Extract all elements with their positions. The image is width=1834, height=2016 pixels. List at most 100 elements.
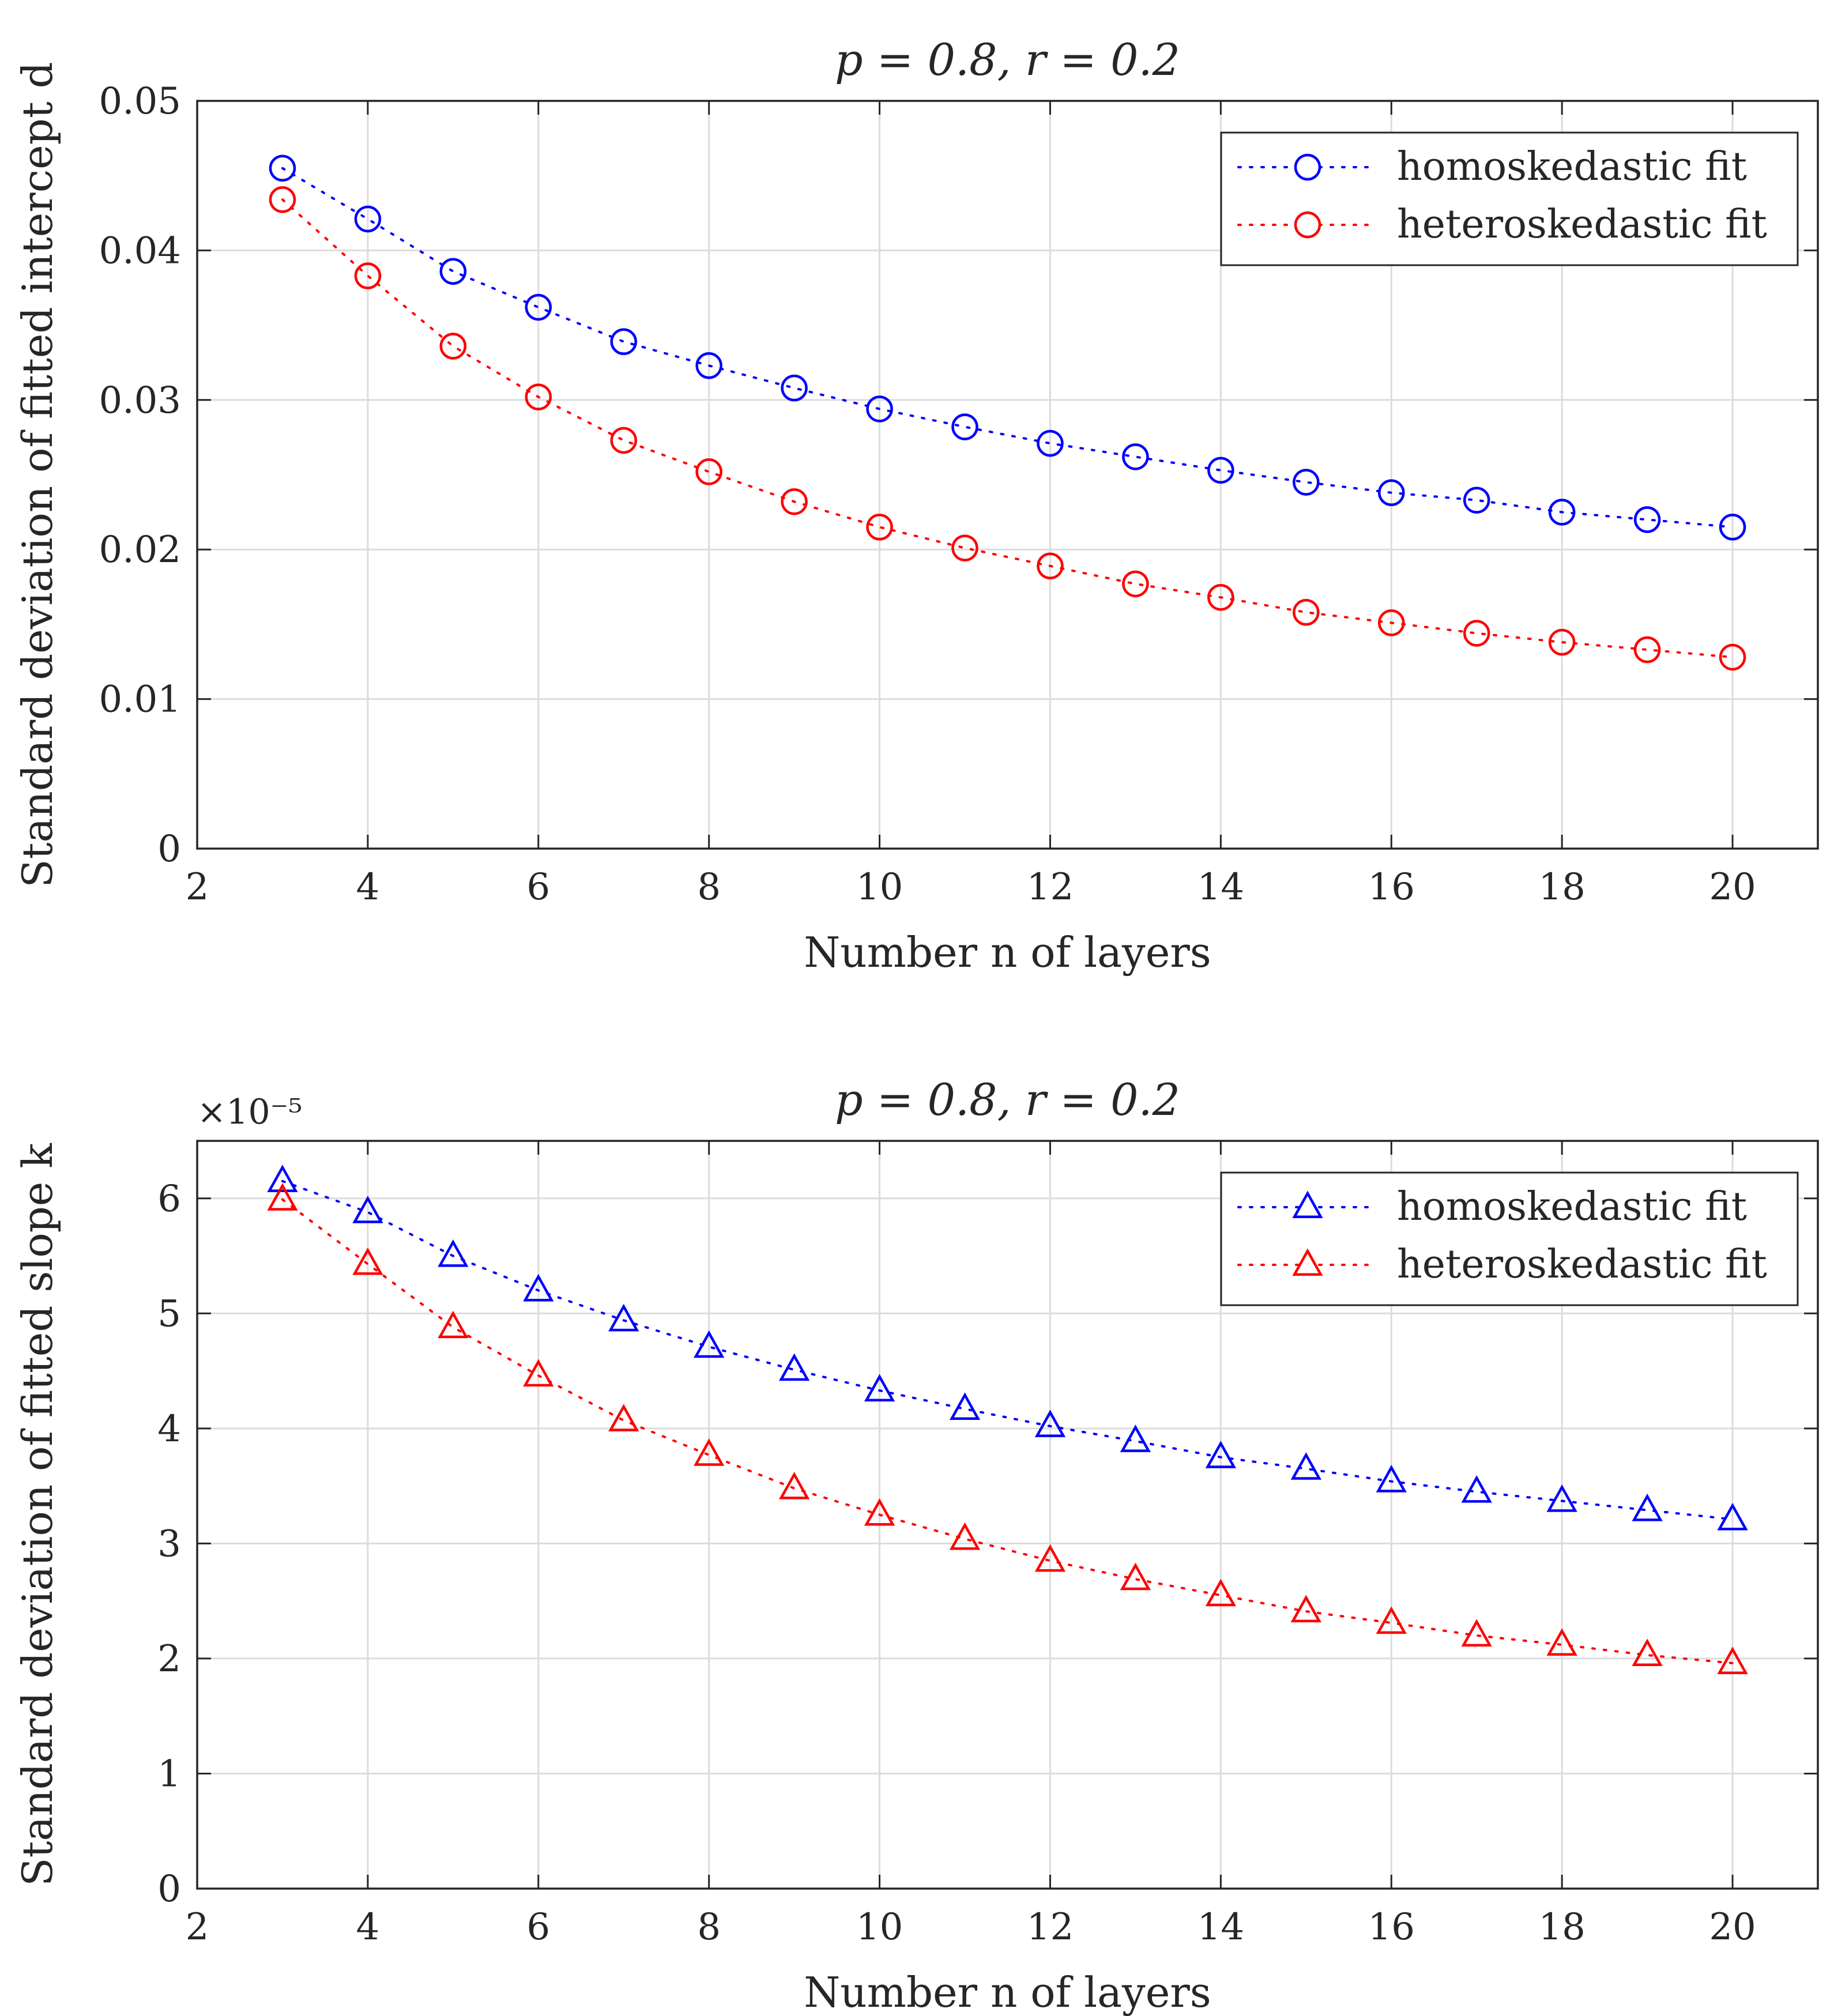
data-point (1122, 443, 1149, 470)
x-tick-label: 6 (526, 1906, 550, 1949)
data-point (354, 205, 382, 233)
data-point (352, 1247, 383, 1275)
data-point (1207, 457, 1234, 484)
data-point (1205, 1578, 1237, 1607)
y-tick-label: 0 (157, 828, 181, 871)
data-point (1034, 1544, 1066, 1572)
data-point (1376, 1465, 1407, 1493)
legend-box (1220, 131, 1799, 266)
legend-marker (1294, 153, 1321, 181)
data-point (864, 1374, 895, 1402)
data-point (864, 1498, 895, 1526)
data-point (1546, 1628, 1577, 1656)
data-point (523, 1359, 554, 1387)
data-point (267, 1165, 298, 1192)
data-point (694, 1330, 725, 1358)
data-point (1120, 1425, 1151, 1452)
data-point (523, 1273, 554, 1302)
data-point (781, 488, 808, 515)
y-exponent-label: ×10⁻⁵ (197, 1092, 302, 1132)
y-tick-label: 0.01 (99, 679, 182, 721)
series-line (281, 198, 1734, 658)
data-point (694, 1438, 725, 1466)
data-point (1207, 583, 1234, 611)
y-tick-label: 5 (157, 1292, 181, 1335)
y-tick-label: 4 (157, 1408, 181, 1450)
x-tick-label: 14 (1197, 866, 1244, 909)
x-tick-label: 14 (1197, 1906, 1244, 1949)
data-point (1717, 1646, 1748, 1674)
y-axis-label: Standard deviation of fitted intercept d (13, 62, 62, 888)
legend-label: homoskedastic fit (1397, 144, 1747, 190)
data-point (1463, 487, 1490, 514)
data-point (269, 155, 296, 182)
x-axis-label: Number n of layers (804, 1968, 1211, 2016)
data-point (951, 534, 978, 562)
data-point (608, 1303, 639, 1332)
legend: homoskedastic fit heteroskedastic fit (1220, 1171, 1799, 1306)
y-tick-label: 3 (157, 1523, 181, 1565)
y-tick-label: 0.03 (99, 379, 182, 422)
data-point (1633, 506, 1661, 533)
data-point (608, 1404, 639, 1431)
data-point (438, 1239, 469, 1267)
data-point (1632, 1638, 1663, 1666)
data-point (1122, 570, 1149, 598)
data-point (949, 1392, 981, 1420)
data-point (1548, 628, 1576, 656)
data-point (1205, 1441, 1237, 1468)
data-point (778, 1353, 810, 1381)
data-point (1632, 1493, 1663, 1521)
data-point (1290, 1452, 1321, 1480)
data-point (610, 328, 637, 355)
x-tick-label: 20 (1709, 1906, 1756, 1949)
data-point (354, 262, 382, 289)
x-tick-label: 16 (1368, 866, 1415, 909)
x-tick-label: 12 (1027, 866, 1074, 909)
series-line (281, 1198, 1734, 1664)
data-point (1037, 429, 1064, 457)
data-point (1120, 1562, 1151, 1591)
data-point (695, 458, 722, 485)
data-point (1719, 643, 1746, 671)
x-tick-label: 2 (186, 866, 209, 909)
data-point (525, 383, 552, 410)
y-tick-label: 6 (157, 1178, 181, 1220)
data-point (525, 293, 552, 321)
x-tick-label: 10 (856, 866, 903, 909)
legend: homoskedastic fit heteroskedastic fit (1220, 131, 1799, 266)
data-point (352, 1196, 383, 1223)
data-point (951, 413, 978, 440)
x-tick-label: 18 (1538, 866, 1585, 909)
axes-box (196, 100, 1819, 850)
data-point (1546, 1484, 1577, 1512)
axes-box (196, 1140, 1819, 1890)
data-point (610, 427, 637, 454)
data-point (1293, 598, 1320, 626)
data-point (439, 258, 467, 285)
y-tick-label: 2 (157, 1638, 181, 1680)
data-point (267, 1183, 298, 1211)
data-point (1717, 1502, 1748, 1531)
y-tick-label: 0.04 (99, 229, 182, 272)
legend-marker (1292, 1248, 1323, 1276)
x-tick-label: 4 (356, 866, 380, 909)
chart-title: p = 0.8, r = 0.2 (835, 1074, 1180, 1125)
data-point (439, 333, 467, 360)
data-point (1378, 479, 1405, 506)
x-tick-label: 20 (1709, 866, 1756, 909)
data-point (866, 395, 893, 423)
data-point (781, 374, 808, 402)
data-point (1293, 469, 1320, 496)
data-point (1633, 636, 1661, 664)
x-tick-label: 4 (356, 1906, 380, 1949)
data-point (1719, 514, 1746, 541)
chart-intercept: 2 4 6 8 10 12 14 16 18 20 0 0.01 0.02 0.03 0.04 0.05 p =… (13, 34, 1819, 977)
y-tick-label: 0 (157, 1868, 181, 1911)
x-tick-label: 2 (186, 1906, 209, 1949)
x-tick-label: 18 (1538, 1906, 1585, 1949)
chart-title: p = 0.8, r = 0.2 (835, 34, 1180, 85)
data-point (778, 1471, 810, 1499)
